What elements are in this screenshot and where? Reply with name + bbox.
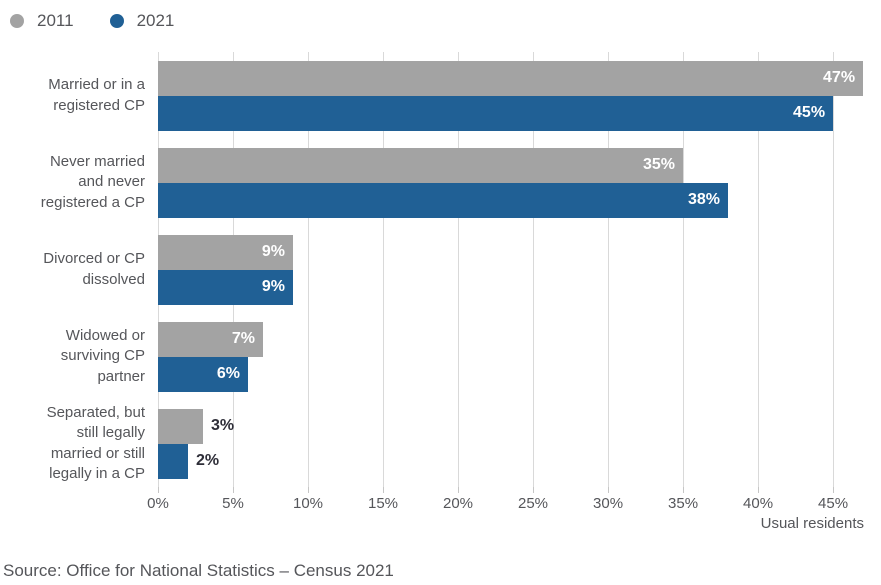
axis-tick	[608, 487, 610, 493]
gridline	[683, 52, 685, 487]
axis-tick	[683, 487, 685, 493]
bar-2021: 45%	[158, 95, 834, 131]
axis-tick-label: 35%	[668, 495, 699, 512]
category-label: Separated, but still legally married or st…	[46, 404, 145, 482]
chart-row: Married or in a registered CP 47% 45%	[0, 52, 881, 139]
axis-tick	[233, 487, 234, 493]
chart-row: Widowed or surviving CP partner 7% 6%	[0, 313, 881, 400]
axis-tick	[758, 487, 760, 493]
chart-row: Divorced or CP dissolved 9% 9%	[0, 226, 881, 313]
bar-stack: 9% 9%	[158, 234, 868, 305]
value-label: 35%	[643, 156, 676, 173]
value-label: 7%	[231, 330, 255, 347]
gridline	[833, 52, 835, 487]
axis-tick-label: 0%	[147, 495, 169, 512]
category-label: Never married and never registered a CP	[40, 153, 145, 211]
value-label: 2%	[196, 452, 220, 469]
category-label: Married or in a registered CP	[48, 76, 145, 114]
legend-dot-2021	[109, 14, 124, 28]
bar-stack: 3% 2%	[158, 408, 868, 479]
axis-tick	[458, 487, 460, 493]
legend-label-2021: 2021	[136, 11, 175, 30]
bar-stack: 35% 38%	[158, 147, 868, 218]
axis-tick-label: 25%	[518, 495, 549, 512]
axis-tick-label: 10%	[292, 495, 324, 512]
axis-tick	[308, 487, 309, 493]
value-label: 45%	[793, 104, 826, 121]
legend-item-2011: 2011	[10, 11, 74, 31]
gridline	[383, 52, 385, 487]
legend-dot-2011	[10, 14, 24, 28]
x-axis: Usual residents 0% 5% 10% 15% 20% 25% 30% 35% 40…	[147, 487, 868, 539]
gridline	[458, 52, 460, 487]
axis-tick	[833, 487, 835, 493]
gridline	[533, 52, 535, 487]
chart-page: 2011 2021 Married or in a registered CP 47…	[0, 9, 881, 585]
legend-label-2011: 2011	[37, 11, 74, 30]
bar-2011: 9%	[158, 234, 293, 270]
bar-stack: 47% 45%	[158, 60, 868, 131]
value-label: 38%	[688, 191, 721, 208]
legend-item-2021: 2021	[109, 11, 175, 31]
axis-tick-label: 15%	[368, 495, 399, 512]
chart-rows: Married or in a registered CP 47% 45% Never …	[0, 52, 881, 487]
axis-tick-label: 40%	[743, 495, 774, 512]
source-note: Source: Office for National Statistics –…	[3, 561, 394, 580]
value-label: 3%	[211, 417, 235, 434]
bar-2011: 3%	[158, 408, 234, 444]
axis-tick-label: 45%	[818, 495, 849, 512]
axis-tick	[383, 487, 385, 493]
bar-2021: 38%	[158, 182, 729, 218]
bar-2021: 6%	[158, 356, 248, 392]
value-label: 6%	[216, 365, 240, 382]
gridline	[308, 52, 309, 487]
value-label: 9%	[261, 243, 285, 260]
gridline	[608, 52, 610, 487]
category-label: Divorced or CP dissolved	[43, 250, 145, 288]
bar-2011: 35%	[158, 147, 684, 183]
axis-tick	[533, 487, 535, 493]
category-label: Widowed or surviving CP partner	[60, 327, 145, 385]
bar-2021: 9%	[158, 269, 293, 305]
value-label: 9%	[261, 278, 285, 295]
chart-row: Never married and never registered a CP 35%…	[0, 139, 881, 226]
bar-chart: Married or in a registered CP 47% 45% Never …	[0, 52, 881, 539]
gridline	[758, 52, 760, 487]
value-label: 47%	[823, 69, 856, 86]
chart-row: Separated, but still legally married or st…	[0, 400, 881, 487]
bar-2011: 7%	[158, 321, 263, 357]
bar-2021: 2%	[158, 443, 219, 479]
axis-tick-label: 20%	[443, 495, 474, 512]
axis-tick-label: 30%	[593, 495, 624, 512]
axis-tick	[158, 487, 159, 493]
x-axis-label: Usual residents	[760, 515, 864, 532]
bar-2011: 47%	[158, 60, 864, 96]
plot-area: Married or in a registered CP 47% 45% Never …	[0, 52, 881, 487]
chart-legend: 2011 2021	[10, 9, 881, 33]
bar-stack: 7% 6%	[158, 321, 868, 392]
axis-tick-label: 5%	[222, 495, 244, 512]
